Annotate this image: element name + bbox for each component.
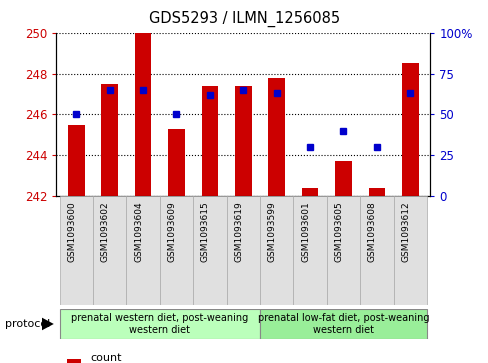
Bar <box>67 359 81 363</box>
Bar <box>293 196 326 305</box>
Bar <box>168 129 184 196</box>
Bar <box>260 196 293 305</box>
Bar <box>260 309 426 339</box>
Text: protocol: protocol <box>5 319 50 329</box>
Text: count: count <box>90 353 121 363</box>
Text: prenatal western diet, post-weaning
western diet: prenatal western diet, post-weaning west… <box>71 313 248 335</box>
Bar <box>60 309 260 339</box>
Bar <box>401 63 418 196</box>
Bar <box>68 125 84 196</box>
Text: GSM1093615: GSM1093615 <box>201 201 209 262</box>
Text: GSM1093609: GSM1093609 <box>167 201 176 262</box>
Bar <box>334 161 351 196</box>
Bar <box>234 86 251 196</box>
Bar <box>301 188 318 196</box>
Bar <box>60 196 93 305</box>
Bar <box>326 196 360 305</box>
Text: GSM1093600: GSM1093600 <box>67 201 76 262</box>
Text: GSM1093605: GSM1093605 <box>334 201 343 262</box>
Bar <box>201 86 218 196</box>
Bar <box>393 196 426 305</box>
Bar <box>101 84 118 196</box>
Bar <box>368 188 385 196</box>
Bar <box>193 196 226 305</box>
Bar <box>160 196 193 305</box>
Bar <box>93 196 126 305</box>
Text: GSM1093619: GSM1093619 <box>234 201 243 262</box>
Bar <box>268 78 285 196</box>
Bar <box>360 196 393 305</box>
Bar <box>226 196 260 305</box>
Text: GDS5293 / ILMN_1256085: GDS5293 / ILMN_1256085 <box>149 11 339 27</box>
Text: GSM1093612: GSM1093612 <box>401 201 409 262</box>
Text: GSM1093601: GSM1093601 <box>301 201 309 262</box>
Bar <box>126 196 160 305</box>
Polygon shape <box>41 317 54 330</box>
Text: GSM1093602: GSM1093602 <box>101 201 109 262</box>
Text: GSM1093608: GSM1093608 <box>367 201 376 262</box>
Text: GSM1093604: GSM1093604 <box>134 201 143 262</box>
Bar <box>135 33 151 196</box>
Text: GSM1093599: GSM1093599 <box>267 201 276 262</box>
Text: prenatal low-fat diet, post-weaning
western diet: prenatal low-fat diet, post-weaning west… <box>257 313 428 335</box>
